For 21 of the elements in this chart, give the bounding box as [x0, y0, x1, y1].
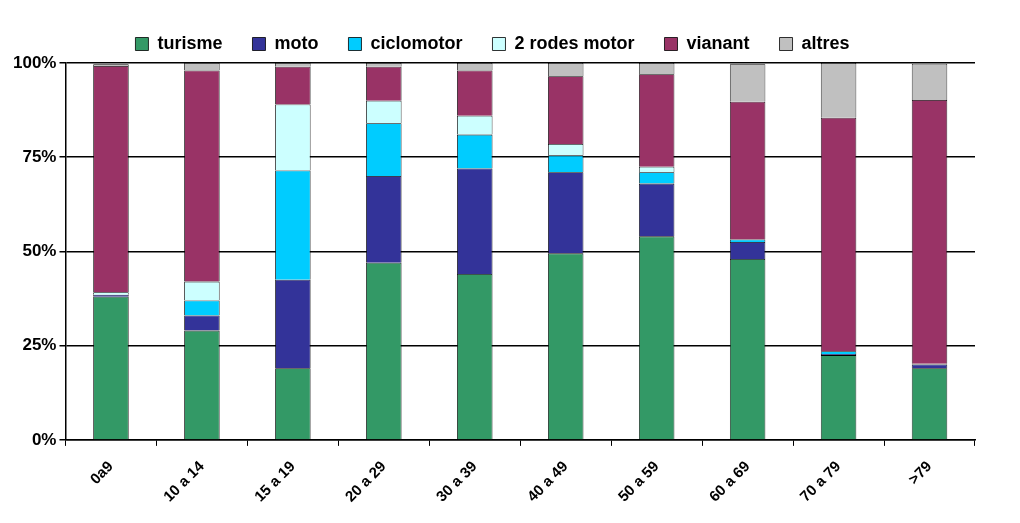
y-tick-label: 100%	[13, 52, 57, 72]
legend-label: turisme	[157, 32, 223, 53]
x-tick-label: 0a9	[86, 457, 116, 487]
y-tick-label: 25%	[22, 335, 57, 355]
x-tick-label: 50 a 59	[614, 457, 662, 505]
x-tick-label: >79	[904, 457, 935, 488]
legend-label: 2 rodes motor	[514, 32, 635, 53]
x-tick-label: 70 a 79	[796, 457, 844, 505]
x-tick-label: 40 a 49	[523, 457, 571, 505]
legend-label: ciclomotor	[370, 32, 463, 53]
y-tick-label: 50%	[22, 241, 57, 261]
x-tick-label: 30 a 39	[432, 457, 480, 505]
legend-label: altres	[801, 32, 850, 53]
y-tick-label: 0%	[31, 429, 57, 449]
x-tick-label: 60 a 69	[705, 457, 753, 505]
legend-label: vianant	[686, 32, 750, 53]
x-tick-label: 10 a 14	[159, 456, 208, 505]
legend-label: moto	[274, 32, 319, 53]
x-tick-label: 20 a 29	[341, 457, 389, 505]
y-tick-label: 75%	[22, 146, 57, 166]
x-tick-label: 15 a 19	[250, 457, 298, 505]
